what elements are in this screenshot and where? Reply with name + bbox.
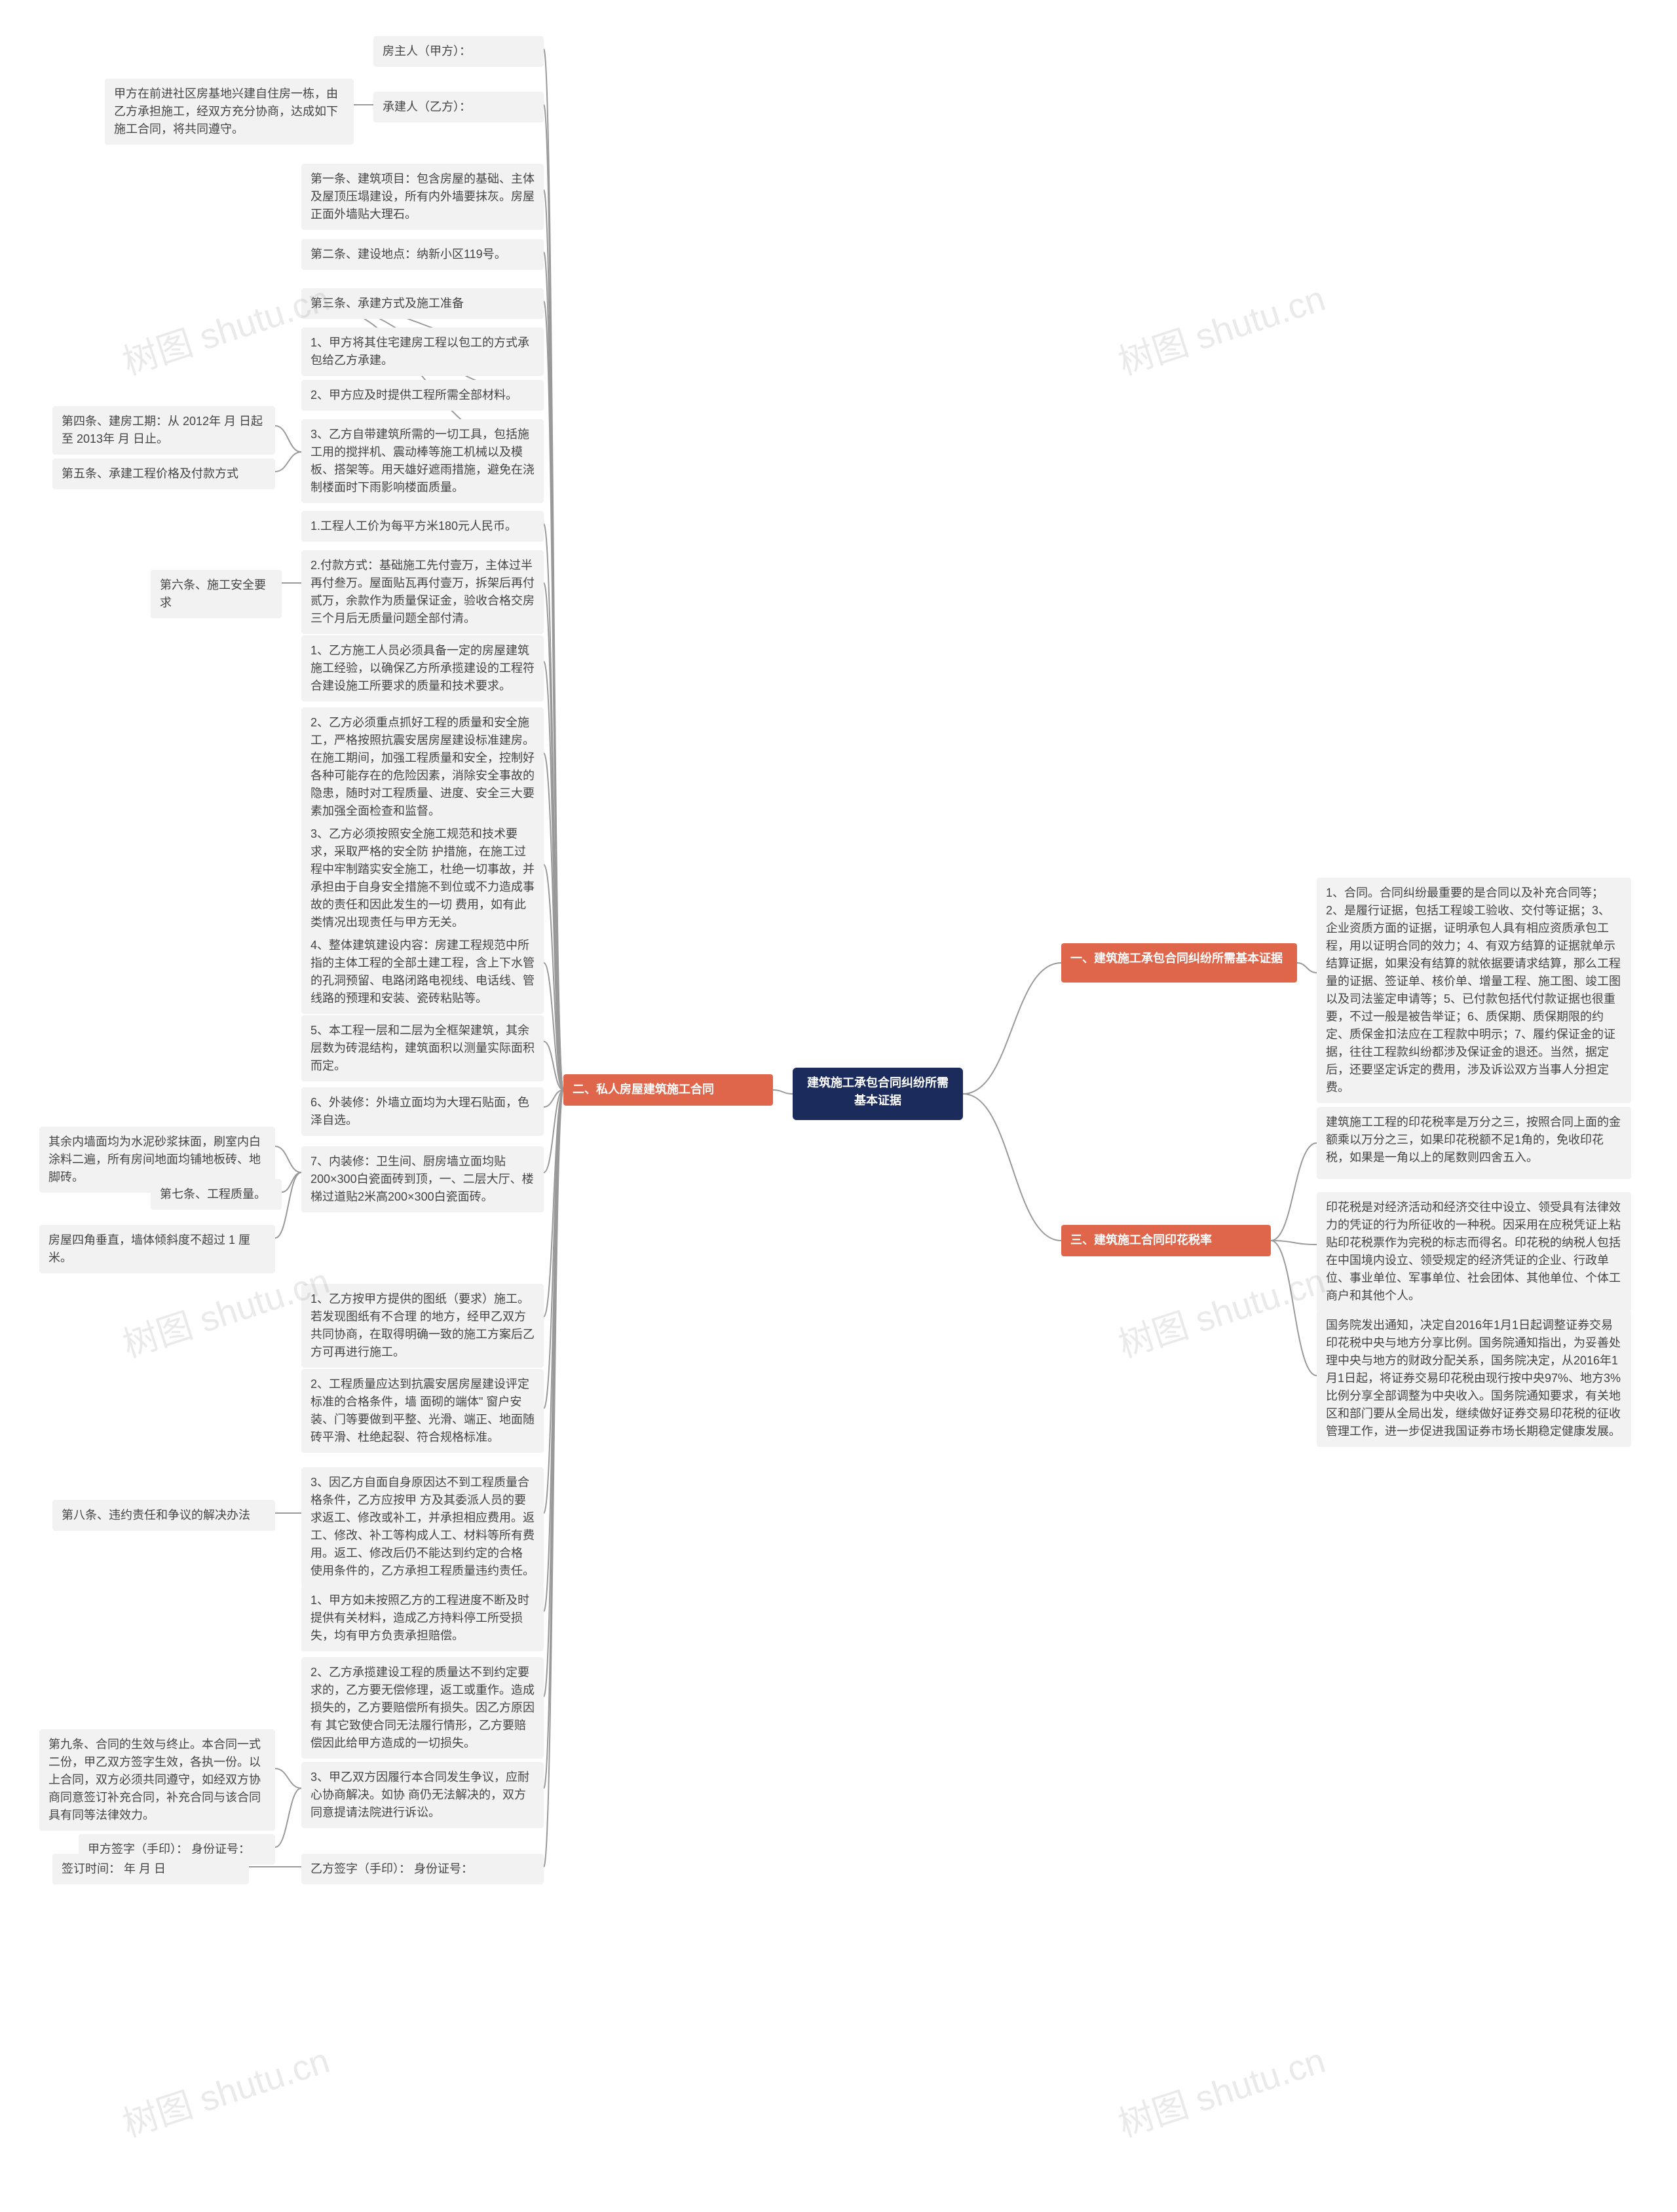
leaf-node: 房屋四角垂直，墙体倾斜度不超过 1 厘米。 [39,1225,275,1273]
leaf-node: 建筑施工工程的印花税率是万分之三，按照合同上面的金额乘以万分之三，如果印花税额不… [1317,1107,1631,1179]
leaf-node: 5、本工程一层和二层为全框架建筑，其余层数为砖混结构，建筑面积以测量实际面积而定… [301,1015,544,1081]
leaf-node: 国务院发出通知，决定自2016年1月1日起调整证券交易印花税中央与地方分享比例。… [1317,1310,1631,1447]
main-node: 三、建筑施工合同印花税率 [1061,1225,1271,1256]
leaf-node: 3、乙方必须按照安全施工规范和技术要求，采取严格的安全防 护措施，在施工过程中牢… [301,819,544,938]
main-node: 一、建筑施工承包合同纠纷所需基本证据 [1061,943,1297,983]
leaf-node: 第六条、施工安全要求 [151,570,282,618]
leaf-node: 2.付款方式：基础施工先付壹万，主体过半再付叁万。屋面贴瓦再付壹万，拆架后再付贰… [301,550,544,634]
leaf-node: 1.工程人工价为每平方米180元人民币。 [301,511,544,542]
leaf-node: 4、整体建筑建设内容：房建工程规范中所指的主体工程的全部土建工程，含上下水管的孔… [301,930,544,1014]
leaf-node: 承建人（乙方）： [373,92,544,122]
leaf-node: 第五条、承建工程价格及付款方式 [52,459,275,489]
leaf-node: 第一条、建筑项目：包含房屋的基础、主体及屋顶压塌建设，所有内外墙要抹灰。房屋正面… [301,164,544,230]
leaf-node: 签订时间： 年 月 日 [52,1854,249,1884]
leaf-node: 第二条、建设地点：纳新小区119号。 [301,239,544,270]
root-node: 建筑施工承包合同纠纷所需基本证据 [793,1068,963,1120]
leaf-node: 3、乙方自带建筑所需的一切工具，包括施工用的搅拌机、震动棒等施工机械以及模板、搭… [301,419,544,503]
leaf-node: 第八条、违约责任和争议的解决办法 [52,1500,275,1531]
leaf-node: 第七条、工程质量。 [151,1179,282,1210]
leaf-node: 1、乙方施工人员必须具备一定的房屋建筑施工经验，以确保乙方所承揽建设的工程符合建… [301,635,544,702]
leaf-node: 1、乙方按甲方提供的图纸（要求）施工。若发现图纸有不合理 的地方，经甲乙双方共同… [301,1284,544,1368]
leaf-node: 6、外装修：外墙立面均为大理石贴面，色泽自选。 [301,1087,544,1136]
leaf-node: 第九条、合同的生效与终止。本合同一式二份，甲乙双方签字生效，各执一份。以上合同，… [39,1729,275,1831]
leaf-node: 2、工程质量应达到抗震安居房屋建设评定标准的合格条件，墙 面砌的端体" 窗户安装… [301,1369,544,1453]
main-node: 二、私人房屋建筑施工合同 [563,1074,773,1106]
leaf-node: 2、乙方承揽建设工程的质量达不到约定要求的，乙方要无偿修理，返工或重作。造成损失… [301,1657,544,1759]
leaf-node: 7、内装修：卫生间、厨房墙立面均贴200×300白瓷面砖到顶，一、二层大厅、楼梯… [301,1146,544,1212]
leaf-node: 第三条、承建方式及施工准备 [301,288,544,319]
leaf-node: 2、甲方应及时提供工程所需全部材料。 [301,380,544,411]
leaf-node: 印花税是对经济活动和经济交往中设立、领受具有法律效力的凭证的行为所征收的一种税。… [1317,1192,1631,1311]
leaf-node: 甲方在前进社区房基地兴建自住房一栋，由乙方承担施工，经双方充分协商，达成如下施工… [105,79,354,145]
leaf-node: 1、甲方如未按照乙方的工程进度不断及时提供有关材料，造成乙方持料停工所受损失，均… [301,1585,544,1651]
leaf-node: 1、甲方将其住宅建房工程以包工的方式承包给乙方承建。 [301,328,544,376]
leaf-node: 2、乙方必须重点抓好工程的质量和安全施工，严格按照抗震安居房屋建设标准建房。在施… [301,707,544,827]
leaf-node: 房主人（甲方）： [373,36,544,67]
leaf-node: 3、甲乙双方因履行本合同发生争议，应耐心协商解决。如协 商仍无法解决的，双方同意… [301,1762,544,1828]
leaf-node: 3、因乙方自面自身原因达不到工程质量合格条件，乙方应按甲 方及其委派人员的要求返… [301,1467,544,1586]
leaf-node: 1、合同。合同纠纷最重要的是合同以及补充合同等；2、是履行证据，包括工程竣工验收… [1317,878,1631,1103]
leaf-node: 第四条、建房工期：从 2012年 月 日起至 2013年 月 日止。 [52,406,275,455]
leaf-node: 乙方签字（手印）： 身份证号： [301,1854,544,1884]
